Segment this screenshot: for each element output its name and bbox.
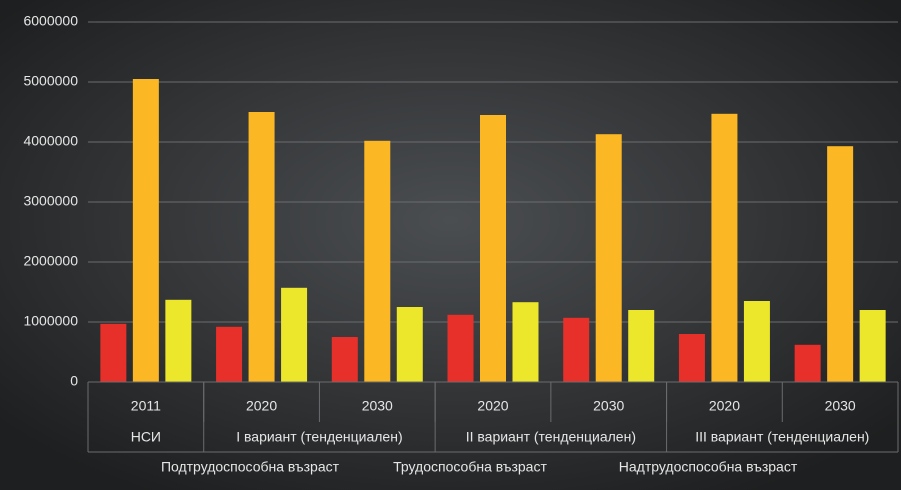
y-tick-label: 2000000 — [23, 253, 78, 269]
legend-label: Трудоспособна възраст — [393, 459, 547, 475]
x-tick-label: 2030 — [593, 398, 624, 414]
bar — [480, 115, 506, 382]
legend-label: Подтрудоспособна възраст — [161, 459, 340, 475]
x-tick-label: 2020 — [709, 398, 740, 414]
bar — [132, 79, 159, 382]
bar — [628, 310, 655, 382]
y-tick-label: 5000000 — [23, 73, 78, 89]
bar — [678, 334, 705, 382]
x-tick-label: 2020 — [246, 398, 277, 414]
group-label: I вариант (тенденциален) — [236, 429, 402, 445]
bar — [743, 301, 770, 382]
bar — [859, 310, 886, 382]
y-tick-label: 0 — [70, 373, 78, 389]
bar — [331, 337, 358, 382]
x-tick-label: 2011 — [131, 398, 161, 414]
bar — [512, 302, 539, 382]
y-tick-label: 3000000 — [23, 193, 78, 209]
bar — [396, 307, 423, 382]
x-tick-label: 2030 — [362, 398, 393, 414]
y-tick-label: 1000000 — [23, 313, 78, 329]
bar — [364, 140, 391, 382]
group-label: II вариант (тенденциален) — [466, 429, 636, 445]
group-label: III вариант (тенденциален) — [695, 429, 869, 445]
bar — [447, 314, 474, 382]
group-label: НСИ — [131, 429, 161, 445]
bar — [165, 299, 192, 382]
bar — [100, 323, 127, 382]
bar — [216, 326, 243, 382]
bar — [827, 146, 854, 382]
x-tick-label: 2020 — [477, 398, 508, 414]
bar — [563, 317, 590, 382]
legend-label: Надтрудоспособна възраст — [619, 459, 798, 475]
x-tick-label: 2030 — [825, 398, 856, 414]
bar — [281, 287, 308, 382]
bar — [595, 134, 622, 382]
bar — [248, 112, 275, 382]
y-tick-label: 4000000 — [23, 133, 78, 149]
bar — [711, 113, 738, 383]
bar — [794, 344, 821, 382]
y-tick-label: 6000000 — [23, 13, 78, 29]
